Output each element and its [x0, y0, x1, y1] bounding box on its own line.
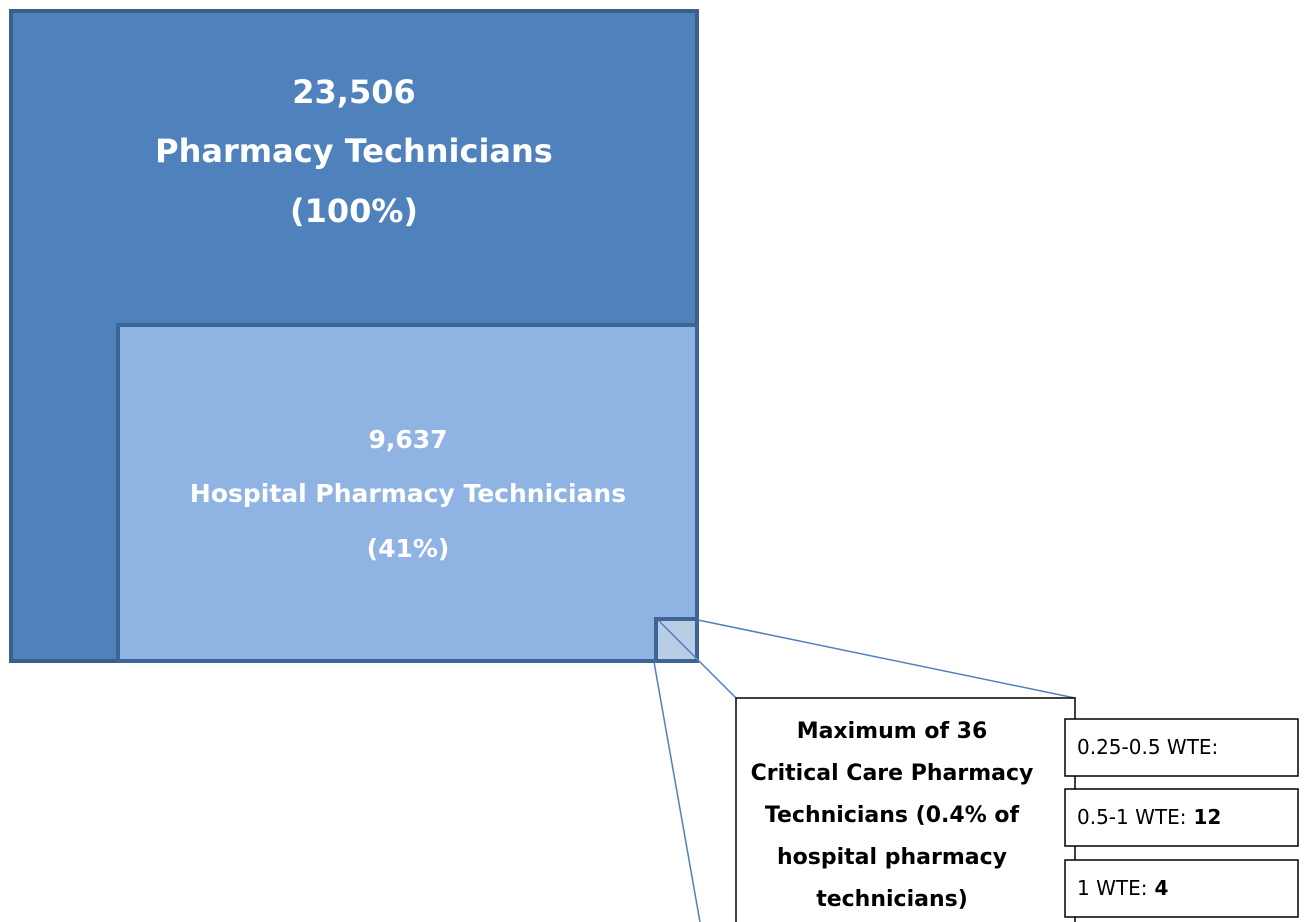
wte-box: [1064, 788, 1299, 847]
total-label: Pharmacy Technicians: [155, 132, 553, 170]
critical-care-line: technicians): [816, 887, 968, 912]
critical-care-line: Technicians (0.4% of: [765, 803, 1020, 828]
total-count: 23,506: [292, 73, 415, 111]
critical-care-line: Maximum of 36: [797, 719, 988, 744]
wte-text: 1 WTE: 4: [1077, 876, 1168, 900]
critical-care-line: hospital pharmacy: [777, 845, 1007, 870]
connector: [653, 661, 701, 922]
hospital-share: (41%): [367, 534, 450, 563]
wte-value: 12: [1193, 805, 1221, 829]
connector: [697, 619, 1076, 699]
wte-box: [1064, 859, 1299, 918]
wte-label: 0.5-1 WTE:: [1077, 805, 1186, 829]
hospital-count: 9,637: [368, 425, 447, 454]
callout-box: [735, 697, 1076, 922]
critical-care-line: Critical Care Pharmacy: [751, 761, 1034, 786]
connector: [657, 619, 737, 699]
hospital-label: Hospital Pharmacy Technicians: [190, 479, 626, 508]
hospital-box: [116, 323, 699, 663]
wte-label: 1 WTE:: [1077, 876, 1147, 900]
wte-value: 4: [1154, 876, 1168, 900]
total-share: (100%): [290, 192, 418, 230]
wte-text: 0.25-0.5 WTE:: [1077, 735, 1218, 759]
wte-box: [1064, 718, 1299, 777]
wte-label: 0.25-0.5 WTE:: [1077, 735, 1218, 759]
wte-text: 0.5-1 WTE: 12: [1077, 805, 1221, 829]
critical-care-box: [654, 617, 699, 663]
